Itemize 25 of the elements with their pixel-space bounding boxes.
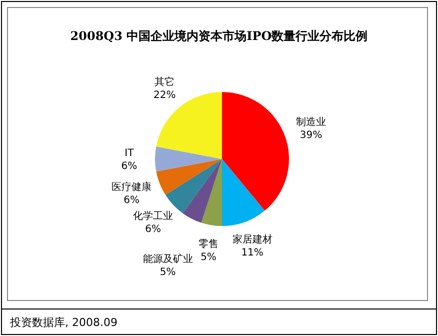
data-label: 22% bbox=[154, 90, 176, 102]
data-label: 5% bbox=[200, 252, 216, 263]
slice-label: IT bbox=[124, 148, 135, 159]
slice-label: 家居建材 bbox=[232, 234, 272, 246]
pie-slice bbox=[156, 92, 222, 159]
slice-label: 零售 bbox=[198, 238, 219, 250]
pie-slice bbox=[201, 159, 222, 226]
text: 投资数据库, 2008.09 bbox=[9, 316, 118, 329]
data-label: 39% bbox=[300, 130, 322, 141]
slice-label: 其它 bbox=[154, 76, 175, 88]
pie-slice bbox=[222, 159, 265, 226]
slice-label: 医疗健康 bbox=[112, 180, 152, 193]
chart-title: 2008Q3 中国企业境内资本市场IPO数量行业分布比例 bbox=[70, 29, 368, 43]
slice-label: 化学工业 bbox=[133, 210, 174, 222]
data-label: 5% bbox=[160, 267, 176, 278]
pie-slice bbox=[156, 159, 222, 195]
pie-slice bbox=[155, 146, 222, 172]
data-label: 6% bbox=[121, 161, 138, 172]
data-label: 6% bbox=[124, 194, 140, 206]
data-label: 11% bbox=[241, 248, 264, 259]
pie-slice bbox=[222, 92, 289, 211]
pie-slice bbox=[182, 159, 222, 223]
slice-label: 能源及矿业 bbox=[142, 253, 193, 266]
data-label: 6% bbox=[145, 224, 161, 235]
slice-label: 制造业 bbox=[296, 116, 326, 128]
